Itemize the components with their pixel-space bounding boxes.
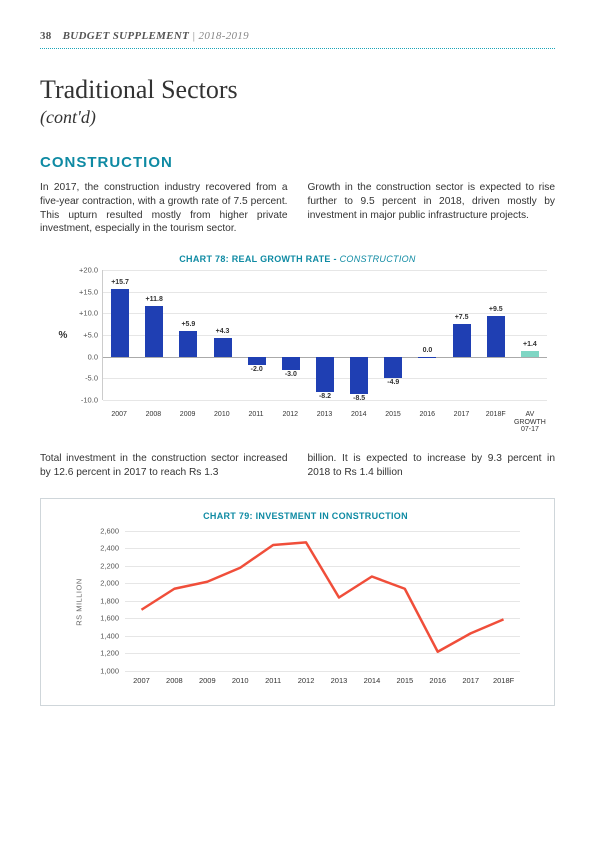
chart79-ylabel: RS MILLION: [74, 578, 83, 626]
chart78-bar: +15.7: [111, 270, 129, 400]
chart79-xlabel: 2018F: [487, 671, 520, 685]
chart79-svg: [125, 531, 520, 671]
chart78-bar: +11.8: [145, 270, 163, 400]
chart78-ytick: +15.0: [79, 287, 98, 296]
chart78-bar: +5.9: [179, 270, 197, 400]
chart79-xlabel: 2010: [224, 671, 257, 685]
chart78-xaxis: 2007200820092010201120122013201420152016…: [102, 408, 547, 434]
chart78-bar: +7.5: [453, 270, 471, 400]
chart78-ylabel: %: [56, 270, 70, 400]
chart79-ytick: 2,200: [100, 561, 119, 570]
chart78-bar: +9.5: [487, 270, 505, 400]
chart78-bar: 0.0: [418, 270, 436, 400]
chart79-xaxis: 2007200820092010201120122013201420152016…: [125, 671, 520, 685]
chart79-xlabel: 2013: [323, 671, 356, 685]
chart78-xlabel: 2017: [444, 408, 478, 434]
chart78-bar: -8.5: [350, 270, 368, 400]
chart79-xlabel: 2015: [388, 671, 421, 685]
chart78-xlabel: 2008: [136, 408, 170, 434]
chart79-ytick: 1,200: [100, 649, 119, 658]
chart78-xlabel: 2011: [239, 408, 273, 434]
chart78-xlabel: 2007: [102, 408, 136, 434]
chart78-ytick: +5.0: [83, 331, 98, 340]
chart79-ytick: 2,000: [100, 579, 119, 588]
chart79-frame: RS MILLION CHART 79: INVESTMENT IN CONST…: [40, 498, 555, 706]
chart79-ytick: 1,400: [100, 631, 119, 640]
chart78-plot: +15.7 +11.8 +5.9 +4.3 -2.0 -3.0 -8.2 -8.5 -4.9 0.…: [102, 270, 547, 400]
chart78-ytick: -5.0: [85, 374, 98, 383]
header-divider: [40, 48, 555, 49]
chart79-xlabel: 2016: [421, 671, 454, 685]
chart79-plot: [125, 531, 520, 671]
chart79-xlabel: 2008: [158, 671, 191, 685]
chart78-xlabel: 2009: [170, 408, 204, 434]
intro-paragraphs: In 2017, the construction industry recov…: [40, 181, 555, 236]
chart78-bar: -4.9: [384, 270, 402, 400]
intro-right: Growth in the construction sector is exp…: [308, 181, 556, 236]
doc-title: BUDGET SUPPLEMENT: [63, 30, 189, 42]
chart78-xlabel: 2018F: [479, 408, 513, 434]
chart78-ytick: +10.0: [79, 309, 98, 318]
chart79-xlabel: 2017: [454, 671, 487, 685]
chart78-title: CHART 78: REAL GROWTH RATE - CONSTRUCTIO…: [40, 254, 555, 264]
chart78-xlabel: AVGROWTH07-17: [513, 408, 547, 434]
chart78-xlabel: 2012: [273, 408, 307, 434]
chart79-xlabel: 2007: [125, 671, 158, 685]
chart78-bar: -3.0: [282, 270, 300, 400]
chart78-ytick: -10.0: [81, 396, 98, 405]
chart78-ytick: +20.0: [79, 266, 98, 275]
mid-left: Total investment in the construction sec…: [40, 452, 288, 480]
page-title: Traditional Sectors: [40, 75, 555, 105]
chart78-xlabel: 2015: [376, 408, 410, 434]
page-number: 38: [40, 30, 52, 42]
chart78-bar: +1.4: [521, 270, 539, 400]
mid-paragraphs: Total investment in the construction sec…: [40, 452, 555, 480]
chart78-xlabel: 2016: [410, 408, 444, 434]
chart79-ytick: 2,600: [100, 526, 119, 535]
chart79-ytick: 1,800: [100, 596, 119, 605]
chart79-ytick: 1,600: [100, 614, 119, 623]
intro-left: In 2017, the construction industry recov…: [40, 181, 288, 236]
chart79-ytick: 1,000: [100, 666, 119, 675]
doc-year: | 2018-2019: [192, 30, 249, 42]
page-subtitle: (cont'd): [40, 107, 555, 128]
section-heading: CONSTRUCTION: [40, 154, 555, 171]
chart79-xlabel: 2009: [191, 671, 224, 685]
chart78-title-main: CHART 78: REAL GROWTH RATE -: [179, 254, 339, 264]
page-header: 38 BUDGET SUPPLEMENT | 2018-2019: [40, 30, 555, 42]
chart79-xlabel: 2011: [257, 671, 290, 685]
chart78-title-sub: CONSTRUCTION: [340, 254, 416, 264]
chart79-ytick: 2,400: [100, 544, 119, 553]
chart78: % +20.0+15.0+10.0+5.00.0-5.0-10.0 +15.7+…: [56, 270, 547, 400]
chart78-xlabel: 2010: [205, 408, 239, 434]
chart78-bar: -2.0: [248, 270, 266, 400]
chart78-yaxis: +20.0+15.0+10.0+5.00.0-5.0-10.0: [70, 270, 102, 400]
chart79-xlabel: 2014: [355, 671, 388, 685]
chart78-bar: +4.3: [214, 270, 232, 400]
chart78-bar: -8.2: [316, 270, 334, 400]
chart79-yaxis: 2,6002,4002,2002,0001,8001,6001,4001,200…: [91, 531, 125, 671]
chart78-xlabel: 2013: [307, 408, 341, 434]
chart79-xlabel: 2012: [290, 671, 323, 685]
chart78-ytick: 0.0: [88, 352, 98, 361]
chart78-xlabel: 2014: [342, 408, 376, 434]
chart79-title: CHART 79: INVESTMENT IN CONSTRUCTION: [91, 511, 520, 521]
mid-right: billion. It is expected to increase by 9…: [308, 452, 556, 480]
